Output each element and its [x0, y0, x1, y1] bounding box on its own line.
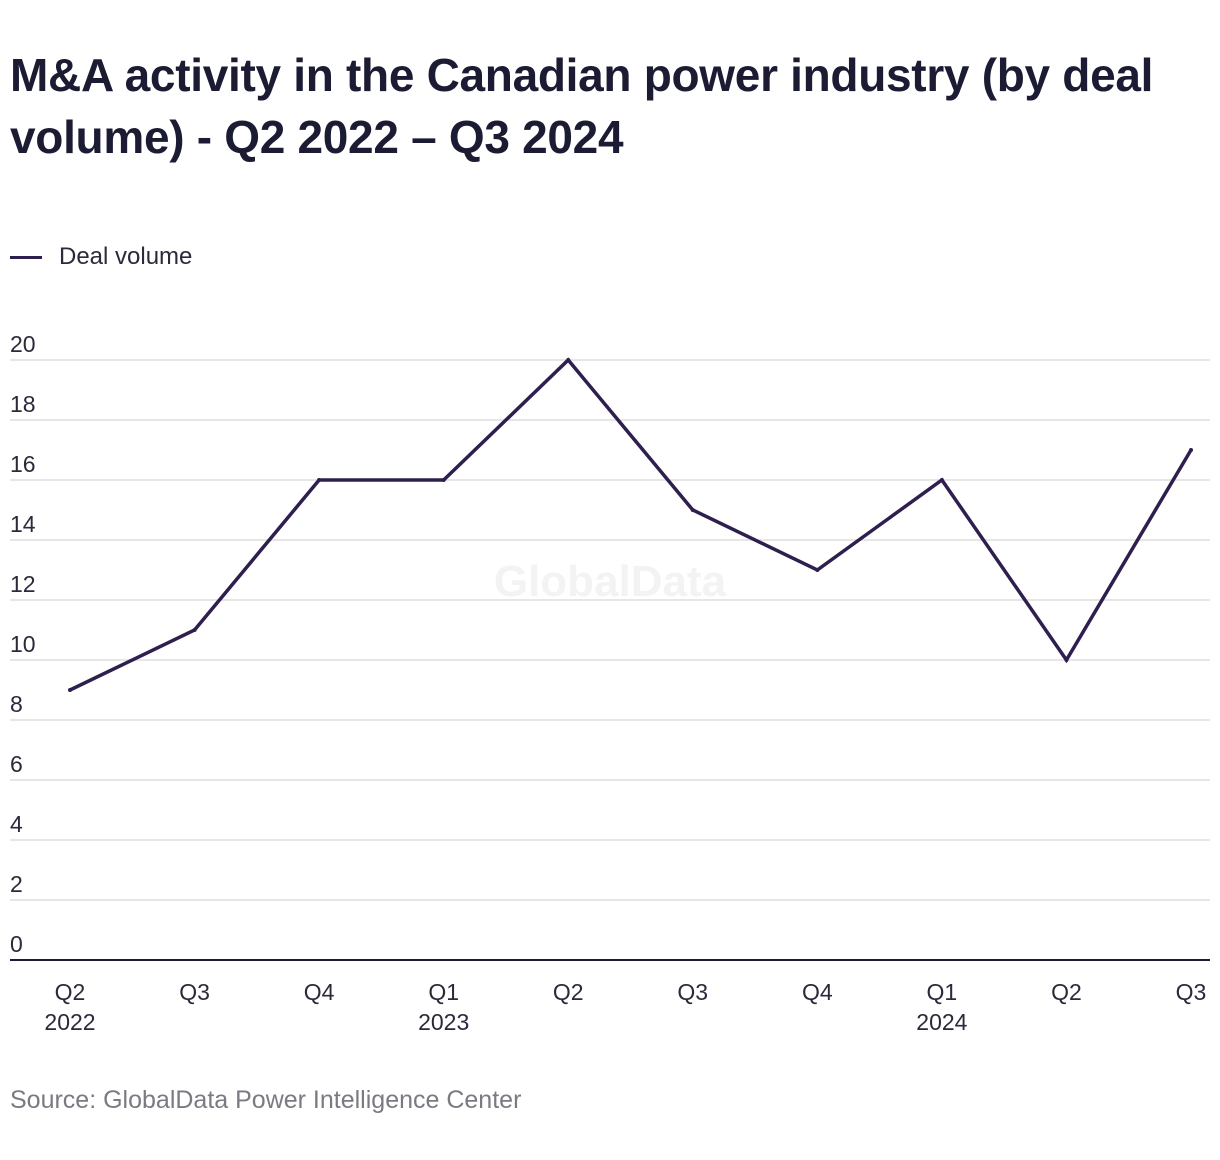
x-tick-year-label: 2022 — [44, 1009, 95, 1035]
x-tick-label: Q1 — [428, 979, 459, 1005]
y-tick-label: 16 — [10, 451, 36, 477]
y-tick-label: 20 — [10, 331, 36, 357]
x-tick-label: Q1 — [927, 979, 958, 1005]
y-tick-label: 14 — [10, 511, 36, 537]
y-tick-label: 2 — [10, 871, 23, 897]
x-axis-ticks: Q2 2022 Q3 Q4 Q1 2023 Q2 Q3 Q4 Q1 2024 Q2 Q3 — [44, 979, 1206, 1035]
series-line-deal-volume — [69, 357, 1193, 692]
y-tick-label: 12 — [10, 571, 36, 597]
data-point — [1189, 448, 1193, 452]
legend: Deal volume — [10, 242, 192, 272]
gridlines — [10, 359, 1210, 961]
x-tick-label: Q4 — [304, 979, 335, 1005]
legend-swatch-deal-volume — [10, 255, 42, 259]
y-tick-label: 6 — [10, 751, 23, 777]
data-point — [317, 478, 322, 482]
source-note: Source: GlobalData Power Intelligence Ce… — [10, 1086, 522, 1114]
legend-label-deal-volume: Deal volume — [59, 243, 193, 270]
x-tick-label: Q2 — [55, 979, 86, 1005]
x-tick-label: Q4 — [802, 979, 833, 1005]
x-tick-year-label: 2023 — [418, 1009, 469, 1035]
y-tick-label: 4 — [10, 811, 23, 837]
data-point — [566, 358, 571, 362]
y-tick-label: 8 — [10, 691, 23, 717]
x-tick-label: Q3 — [1176, 979, 1207, 1005]
data-point — [939, 478, 944, 482]
x-tick-label: Q2 — [553, 979, 584, 1005]
x-tick-label: Q2 — [1051, 979, 1082, 1005]
x-tick-year-label: 2024 — [916, 1009, 967, 1035]
chart-title: M&A activity in the Canadian power indus… — [10, 49, 1154, 163]
data-point — [690, 508, 695, 512]
y-tick-label: 18 — [10, 391, 36, 417]
data-point — [1064, 658, 1069, 662]
x-tick-label: Q3 — [179, 979, 210, 1005]
data-point — [441, 478, 446, 482]
y-tick-label: 0 — [10, 931, 23, 957]
x-tick-label: Q3 — [677, 979, 708, 1005]
watermark: GlobalData — [494, 557, 727, 606]
data-point — [68, 688, 72, 692]
data-point — [192, 628, 197, 632]
y-tick-label: 10 — [10, 631, 36, 657]
series-layer — [68, 357, 1193, 692]
y-axis-ticks: 0 2 4 6 8 10 12 14 16 18 20 — [10, 331, 36, 957]
data-point — [815, 568, 820, 572]
